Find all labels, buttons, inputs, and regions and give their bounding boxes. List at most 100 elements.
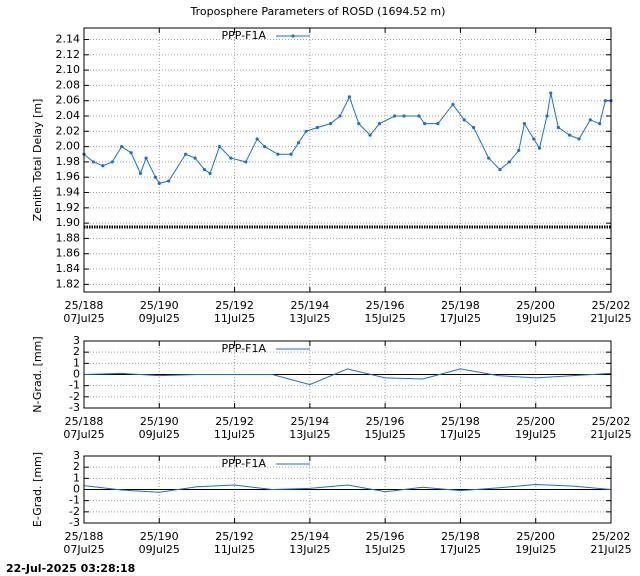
x-tick-date: 07Jul25	[63, 428, 104, 441]
plot-frame	[83, 455, 612, 524]
data-point	[229, 156, 233, 160]
x-tick-label: 25/192	[215, 530, 254, 543]
data-point	[451, 102, 455, 107]
y-axis-label: Zenith Total Delay [m]	[31, 99, 44, 222]
legend-label: PPP-F1A	[222, 29, 267, 42]
x-tick-date: 21Jul25	[590, 428, 631, 441]
data-point	[101, 164, 105, 168]
x-tick-label: 25/198	[441, 415, 480, 428]
data-point	[522, 122, 527, 126]
chart-title: Troposphere Parameters of ROSD (1694.52 …	[190, 5, 446, 18]
data-point	[202, 167, 207, 172]
data-point	[91, 160, 96, 164]
x-tick-date: 15Jul25	[365, 543, 406, 556]
data-point	[144, 156, 148, 160]
x-tick-label: 25/202	[592, 415, 631, 428]
x-tick-date: 15Jul25	[365, 428, 406, 441]
data-point	[368, 133, 372, 137]
x-tick-date: 21Jul25	[590, 543, 631, 556]
plot-frame	[83, 27, 612, 293]
y-tick-label: 1	[73, 471, 80, 484]
legend-label: PPP-F1A	[222, 457, 267, 470]
x-tick-date: 19Jul25	[515, 543, 556, 556]
x-tick-date: 21Jul25	[590, 312, 631, 325]
series-line	[83, 483, 612, 493]
data-point	[193, 156, 197, 160]
x-tick-label: 25/200	[516, 415, 555, 428]
data-point	[517, 148, 521, 153]
x-tick-label: 25/188	[65, 299, 104, 312]
series-line	[83, 92, 611, 184]
data-point	[129, 151, 133, 155]
x-tick-label: 25/190	[140, 415, 179, 428]
data-point	[167, 179, 171, 183]
x-tick-label: 25/202	[592, 530, 631, 543]
x-tick-label: 25/192	[215, 299, 254, 312]
plot-frame	[83, 340, 612, 409]
y-tick-label: -2	[69, 390, 80, 403]
y-tick-label: 2.14	[56, 32, 81, 45]
x-tick-date: 07Jul25	[63, 312, 104, 325]
y-tick-label: 2.04	[56, 109, 81, 122]
x-tick-date: 09Jul25	[139, 312, 180, 325]
y-tick-label: 2.10	[56, 63, 81, 76]
x-tick-date: 17Jul25	[440, 428, 481, 441]
data-point	[289, 152, 293, 156]
data-point	[304, 129, 308, 133]
y-tick-label: 1.92	[56, 201, 81, 214]
x-tick-label: 25/194	[291, 530, 330, 543]
y-tick-label: -3	[69, 516, 80, 529]
y-tick-label: 1.82	[56, 277, 81, 290]
y-axis-label: N-Grad. [mm]	[31, 336, 44, 412]
data-point	[577, 137, 581, 141]
x-tick-label: 25/190	[140, 530, 179, 543]
data-point	[567, 133, 572, 137]
y-tick-label: 2.00	[56, 140, 81, 153]
data-point	[217, 145, 222, 149]
data-point	[472, 125, 476, 130]
data-point	[255, 137, 259, 141]
data-point	[549, 91, 553, 95]
x-tick-date: 15Jul25	[365, 312, 406, 325]
x-tick-label: 25/198	[441, 299, 480, 312]
data-point	[263, 145, 267, 149]
y-tick-label: -1	[69, 379, 80, 392]
x-tick-date: 09Jul25	[139, 543, 180, 556]
data-point	[157, 181, 161, 185]
x-tick-label: 25/198	[441, 530, 480, 543]
timestamp: 22-Jul-2025 03:28:18	[6, 562, 135, 575]
data-point	[603, 99, 607, 103]
x-tick-date: 19Jul25	[515, 428, 556, 441]
y-tick-label: 2.12	[56, 48, 81, 61]
x-tick-date: 07Jul25	[63, 543, 104, 556]
x-tick-label: 25/196	[366, 299, 405, 312]
data-point	[537, 146, 542, 150]
data-point	[598, 122, 602, 126]
data-point	[357, 122, 361, 126]
x-tick-label: 25/200	[516, 530, 555, 543]
y-tick-label: 1.96	[56, 170, 81, 183]
x-tick-date: 11Jul25	[214, 543, 255, 556]
data-point	[487, 156, 491, 160]
data-point	[377, 122, 382, 126]
data-point	[244, 160, 248, 164]
y-tick-label: 1.94	[56, 186, 81, 199]
y-tick-label: 1.98	[56, 155, 81, 168]
data-point	[507, 160, 511, 164]
x-tick-date: 09Jul25	[139, 428, 180, 441]
x-tick-date: 13Jul25	[289, 428, 330, 441]
y-tick-label: 1	[73, 356, 80, 369]
x-tick-label: 25/194	[291, 299, 330, 312]
data-point	[498, 167, 502, 172]
x-tick-label: 25/196	[366, 415, 405, 428]
y-tick-label: 1.88	[56, 231, 81, 244]
series-line	[83, 368, 612, 386]
y-tick-label: 1.84	[56, 262, 81, 275]
data-point	[184, 152, 188, 156]
x-tick-date: 17Jul25	[440, 543, 481, 556]
legend-marker	[291, 34, 295, 38]
y-tick-label: 3	[73, 334, 80, 347]
y-tick-label: 1.90	[56, 216, 81, 229]
data-point	[208, 171, 212, 175]
y-tick-label: 2.02	[56, 124, 81, 137]
